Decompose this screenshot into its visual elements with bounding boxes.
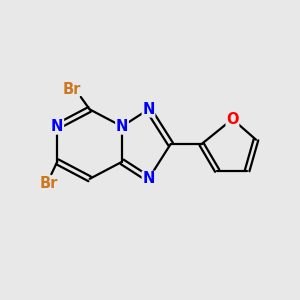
Text: Br: Br bbox=[39, 176, 58, 191]
Text: O: O bbox=[226, 112, 239, 127]
Text: N: N bbox=[142, 171, 155, 186]
Text: N: N bbox=[142, 102, 155, 117]
Text: N: N bbox=[51, 119, 63, 134]
Text: Br: Br bbox=[62, 82, 81, 97]
Text: N: N bbox=[116, 119, 128, 134]
